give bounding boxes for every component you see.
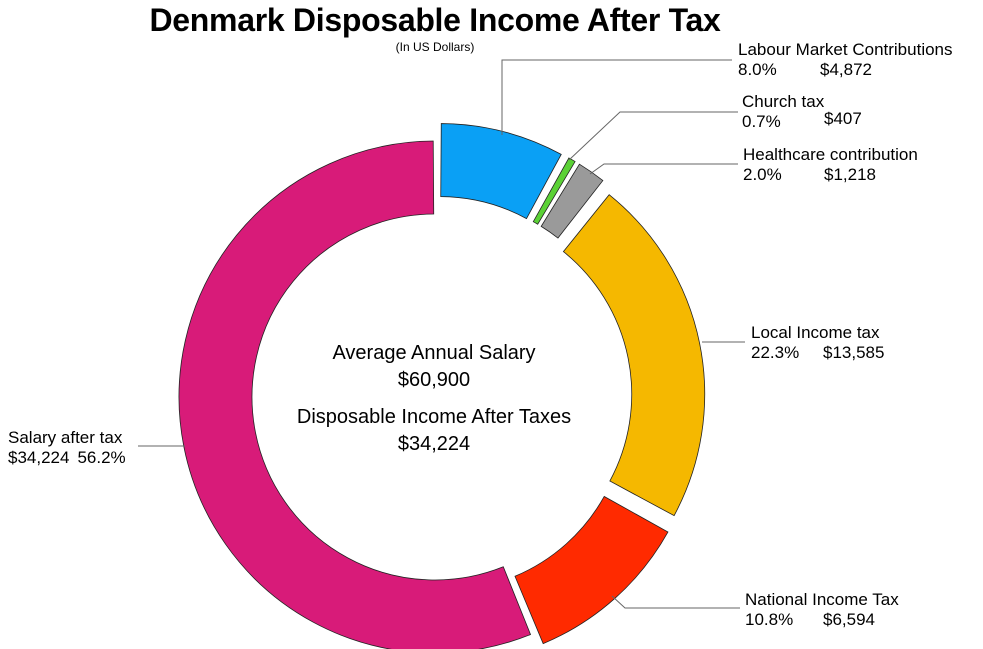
label-amount: $34,224	[8, 448, 70, 467]
label-name: National Income Tax	[745, 590, 899, 609]
label-amount: $13,585	[823, 343, 885, 362]
label-percent: 22.3%	[751, 343, 800, 362]
label-percent: 0.7%	[742, 112, 781, 131]
leader-labour-market	[501, 59, 732, 135]
label-amount: $4,872	[820, 60, 872, 79]
label-name: Labour Market Contributions	[738, 40, 953, 59]
label-percent: 2.0%	[743, 165, 782, 184]
center-disposable-value: $34,224	[397, 433, 471, 455]
center-salary-label: Average Annual Salary	[332, 342, 536, 364]
slice-salary-after-tax	[178, 140, 532, 649]
slice-church-tax	[532, 157, 576, 225]
label-salary-after-tax: Salary after tax $34,224 56.2%	[8, 428, 126, 468]
label-percent: 10.8%	[745, 610, 794, 629]
slice-national-income-tax	[514, 495, 669, 645]
center-summary: Average Annual Salary $60,900 Disposable…	[254, 340, 614, 458]
label-name: Church tax	[742, 92, 825, 111]
slice-local-income-tax	[562, 194, 706, 517]
label-healthcare: Healthcare contribution 2.0% $1,218	[743, 145, 918, 185]
label-name: Healthcare contribution	[743, 145, 918, 164]
leader-church-tax	[568, 111, 738, 161]
label-local-income-tax: Local Income tax 22.3% $13,585	[751, 323, 884, 363]
center-salary-value: $60,900	[397, 369, 471, 391]
label-amount: $407	[824, 109, 862, 128]
label-amount: $1,218	[824, 165, 876, 184]
center-disposable-label: Disposable Income After Taxes	[296, 406, 572, 428]
slice-labour-market	[440, 123, 562, 220]
label-percent: 8.0%	[738, 60, 777, 79]
label-labour-market: Labour Market Contributions 8.0% $4,872	[738, 40, 953, 80]
label-amount: $6,594	[823, 610, 875, 629]
slice-healthcare	[540, 163, 604, 239]
label-name: Salary after tax	[8, 428, 123, 447]
leader-healthcare	[589, 163, 738, 175]
label-percent: 56.2%	[77, 448, 126, 467]
label-name: Local Income tax	[751, 323, 880, 342]
chart-subtitle: (In US Dollars)	[395, 40, 475, 54]
label-national-income-tax: National Income Tax 10.8% $6,594	[745, 590, 899, 630]
label-church-tax: Church tax 0.7% $407	[742, 92, 862, 132]
leader-national-income-tax	[611, 595, 740, 609]
chart-title: Denmark Disposable Income After Tax	[149, 2, 721, 38]
